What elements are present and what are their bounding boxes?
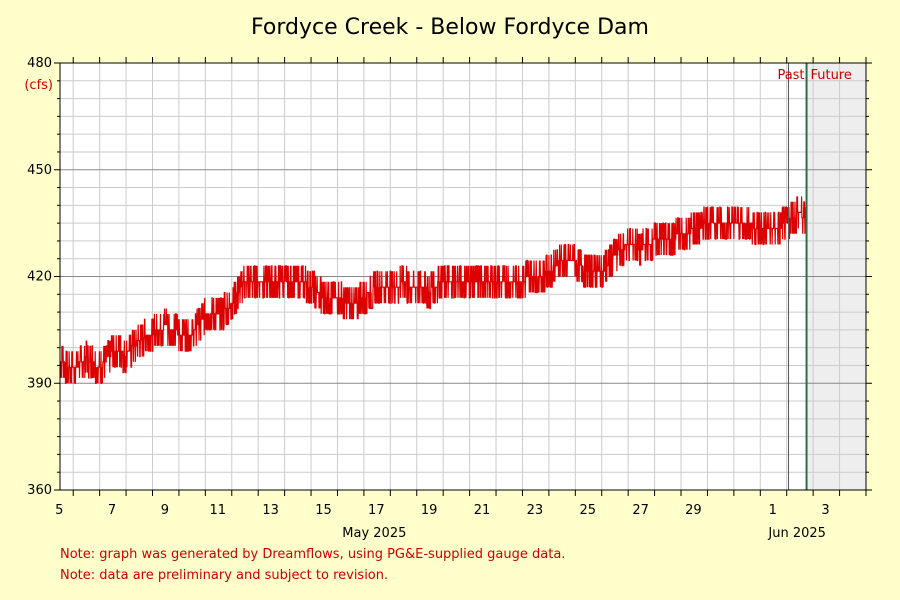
y-tick-label: 390 (27, 376, 52, 391)
x-tick-label: 1 (769, 503, 777, 518)
x-tick-label: 7 (108, 503, 116, 518)
past-label: Past (777, 68, 804, 83)
x-tick-label: 23 (527, 503, 544, 518)
x-tick-label: 21 (474, 503, 491, 518)
y-tick-label: 450 (27, 163, 52, 178)
y-tick-label: 420 (27, 270, 52, 285)
chart-title: Fordyce Creek - Below Fordyce Dam (251, 15, 649, 40)
y-tick-label: 360 (27, 483, 52, 498)
future-label: Future (811, 68, 852, 83)
x-month-label: May 2025 (342, 526, 406, 541)
x-tick-label: 5 (55, 503, 63, 518)
x-tick-label: 19 (421, 503, 438, 518)
x-tick-label: 3 (821, 503, 829, 518)
x-tick-label: 11 (209, 503, 226, 518)
x-month-label: Jun 2025 (767, 526, 826, 541)
x-tick-label: 9 (161, 503, 169, 518)
x-tick-label: 13 (262, 503, 279, 518)
y-tick-label: 480 (27, 56, 52, 71)
series-line-0 (59, 196, 808, 384)
x-tick-label: 25 (579, 503, 596, 518)
note-line-2: Note: data are preliminary and subject t… (60, 568, 388, 583)
note-line-1: Note: graph was generated by Dreamflows,… (60, 547, 565, 562)
y-axis-unit-label: (cfs) (24, 78, 53, 93)
x-tick-label: 17 (368, 503, 385, 518)
x-tick-label: 15 (315, 503, 332, 518)
x-tick-label: 29 (685, 503, 702, 518)
x-tick-label: 27 (632, 503, 649, 518)
